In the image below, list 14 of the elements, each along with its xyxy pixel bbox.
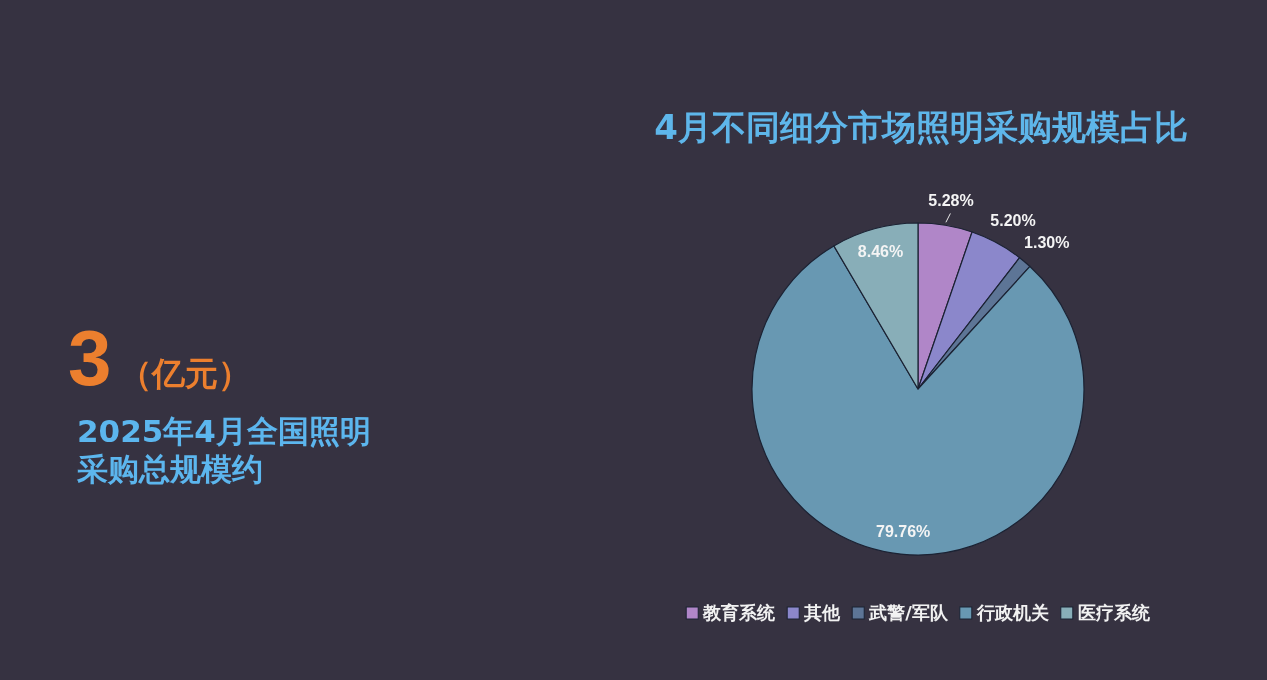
chart-title: 4月不同细分市场照明采购规模占比 [654,107,1188,147]
data-label: 8.46% [857,243,904,261]
data-label: 5.28% [928,191,974,209]
text: （亿元） [119,354,252,393]
data-label: 1.30% [1024,234,1070,252]
legend-label: 武警/军队 [868,602,949,623]
legend-label: 医疗系统 [1077,602,1151,623]
text: 3 [68,314,112,402]
legend-label: 行政机关 [975,602,1049,623]
data-label: 79.76% [876,522,931,540]
legend-label: 教育系统 [702,602,777,623]
legend-label: 其他 [803,602,842,623]
text: 2025年4月全国照明采购总规模约 [77,412,372,488]
data-label: 5.20% [990,212,1036,230]
